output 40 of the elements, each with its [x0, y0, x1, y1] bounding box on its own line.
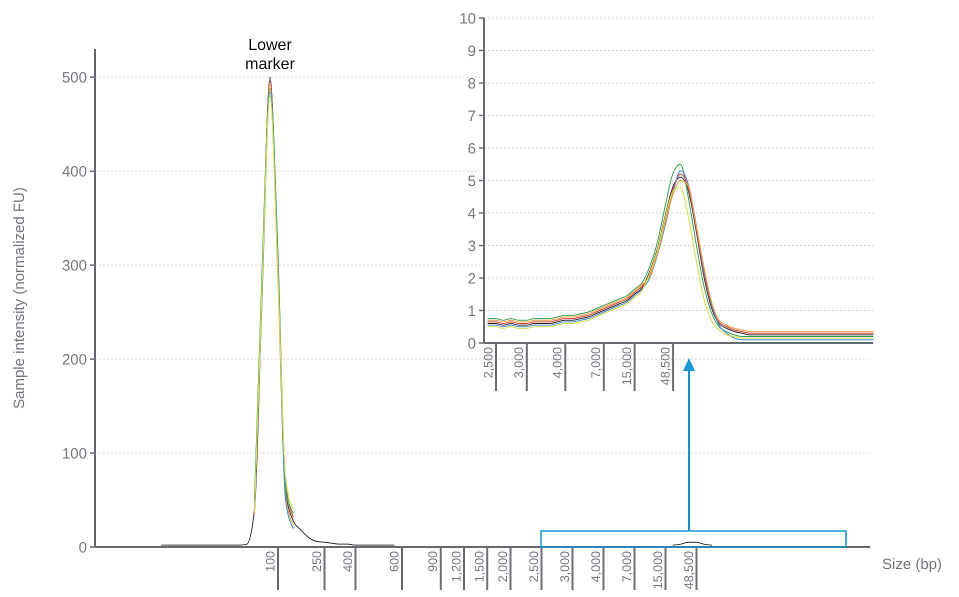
y-tick-label: 3 [468, 238, 476, 255]
x-tick-label: 48,500 [682, 550, 696, 590]
y-tick-label: 300 [62, 257, 87, 274]
y-tick-label: 8 [468, 75, 476, 92]
y-tick-label: 2 [468, 270, 476, 288]
annotation: Lower marker [245, 37, 296, 74]
x-tick-label: 7,000 [589, 346, 604, 378]
x-tick-label: 1,500 [472, 550, 487, 582]
x-tick-label: 2,500 [526, 550, 541, 582]
x-tick-label: 4,000 [550, 346, 565, 378]
x-tick-label: 400 [340, 550, 355, 572]
x-tick-label: 3,000 [558, 550, 572, 582]
x-tick-label: 1,200 [449, 550, 464, 582]
y-tick-label: 4 [468, 205, 476, 222]
y-tick-label: 5 [468, 172, 476, 190]
x-tick-label: 15,000 [650, 550, 665, 590]
y-tick-label: 100 [62, 445, 87, 462]
x-tick-label: 2,000 [496, 550, 510, 582]
x-tick-label: 600 [387, 550, 402, 572]
x-tick-label: 900 [426, 550, 440, 572]
x-tick-label: 3,000 [512, 346, 526, 378]
y-tick-label: 200 [62, 351, 87, 368]
x-tick-label: 15,000 [620, 346, 634, 386]
x-tick-label: 4,000 [588, 550, 603, 582]
y-axis-title: Sample intensity (normalized FU) [11, 187, 28, 409]
x-tick-label: 7,000 [620, 550, 634, 582]
y-tick-label: 500 [62, 69, 87, 86]
x-tick-label: 2,500 [481, 346, 496, 378]
y-tick-label: 6 [468, 140, 476, 158]
y-tick-label: 400 [62, 163, 87, 180]
y-tick-label: 7 [468, 108, 476, 125]
x-axis-title: Size (bp) [882, 556, 942, 573]
y-tick-label: 9 [468, 42, 476, 60]
y-tick-label: 1 [468, 302, 476, 320]
x-tick-label: 48,500 [658, 346, 672, 386]
x-tick-label: 250 [310, 550, 324, 572]
y-tick-label: 10 [459, 10, 476, 28]
y-tick-label: 0 [78, 539, 87, 556]
y-tick-label: 0 [468, 335, 476, 352]
x-tick-label: 100 [263, 550, 278, 572]
